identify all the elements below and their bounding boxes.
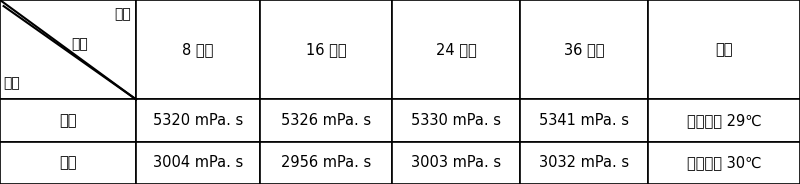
Text: 浆料温度 29℃: 浆料温度 29℃ bbox=[686, 113, 762, 128]
Text: 备注: 备注 bbox=[715, 42, 733, 57]
Text: 5341 mPa. s: 5341 mPa. s bbox=[539, 113, 629, 128]
Bar bbox=[520, 0, 648, 99]
Bar bbox=[648, 0, 800, 99]
Text: 3003 mPa. s: 3003 mPa. s bbox=[411, 155, 501, 170]
Bar bbox=[136, 142, 260, 184]
Bar bbox=[520, 142, 648, 184]
Bar bbox=[392, 0, 520, 99]
Bar bbox=[260, 0, 392, 99]
Bar bbox=[520, 99, 648, 142]
Text: 36 小时: 36 小时 bbox=[564, 42, 604, 57]
Text: 5326 mPa. s: 5326 mPa. s bbox=[281, 113, 371, 128]
Bar bbox=[648, 99, 800, 142]
Bar bbox=[392, 99, 520, 142]
Bar bbox=[648, 142, 800, 184]
Bar bbox=[0, 99, 136, 142]
Text: 粘度: 粘度 bbox=[72, 37, 88, 51]
Bar bbox=[260, 142, 392, 184]
Text: 负极: 负极 bbox=[59, 155, 77, 170]
Text: 16 小时: 16 小时 bbox=[306, 42, 346, 57]
Bar bbox=[260, 99, 392, 142]
Text: 3032 mPa. s: 3032 mPa. s bbox=[539, 155, 629, 170]
Text: 24 小时: 24 小时 bbox=[436, 42, 476, 57]
Text: 5330 mPa. s: 5330 mPa. s bbox=[411, 113, 501, 128]
Text: 3004 mPa. s: 3004 mPa. s bbox=[153, 155, 243, 170]
Text: 正极: 正极 bbox=[59, 113, 77, 128]
Text: 类别: 类别 bbox=[3, 76, 20, 90]
Bar bbox=[136, 0, 260, 99]
Text: 5320 mPa. s: 5320 mPa. s bbox=[153, 113, 243, 128]
Bar bbox=[0, 142, 136, 184]
Text: 浆料温度 30℃: 浆料温度 30℃ bbox=[686, 155, 762, 170]
Bar bbox=[392, 142, 520, 184]
Text: 2956 mPa. s: 2956 mPa. s bbox=[281, 155, 371, 170]
Bar bbox=[0, 0, 136, 99]
Text: 时间: 时间 bbox=[114, 7, 131, 21]
Text: 8 小时: 8 小时 bbox=[182, 42, 214, 57]
Bar bbox=[136, 99, 260, 142]
